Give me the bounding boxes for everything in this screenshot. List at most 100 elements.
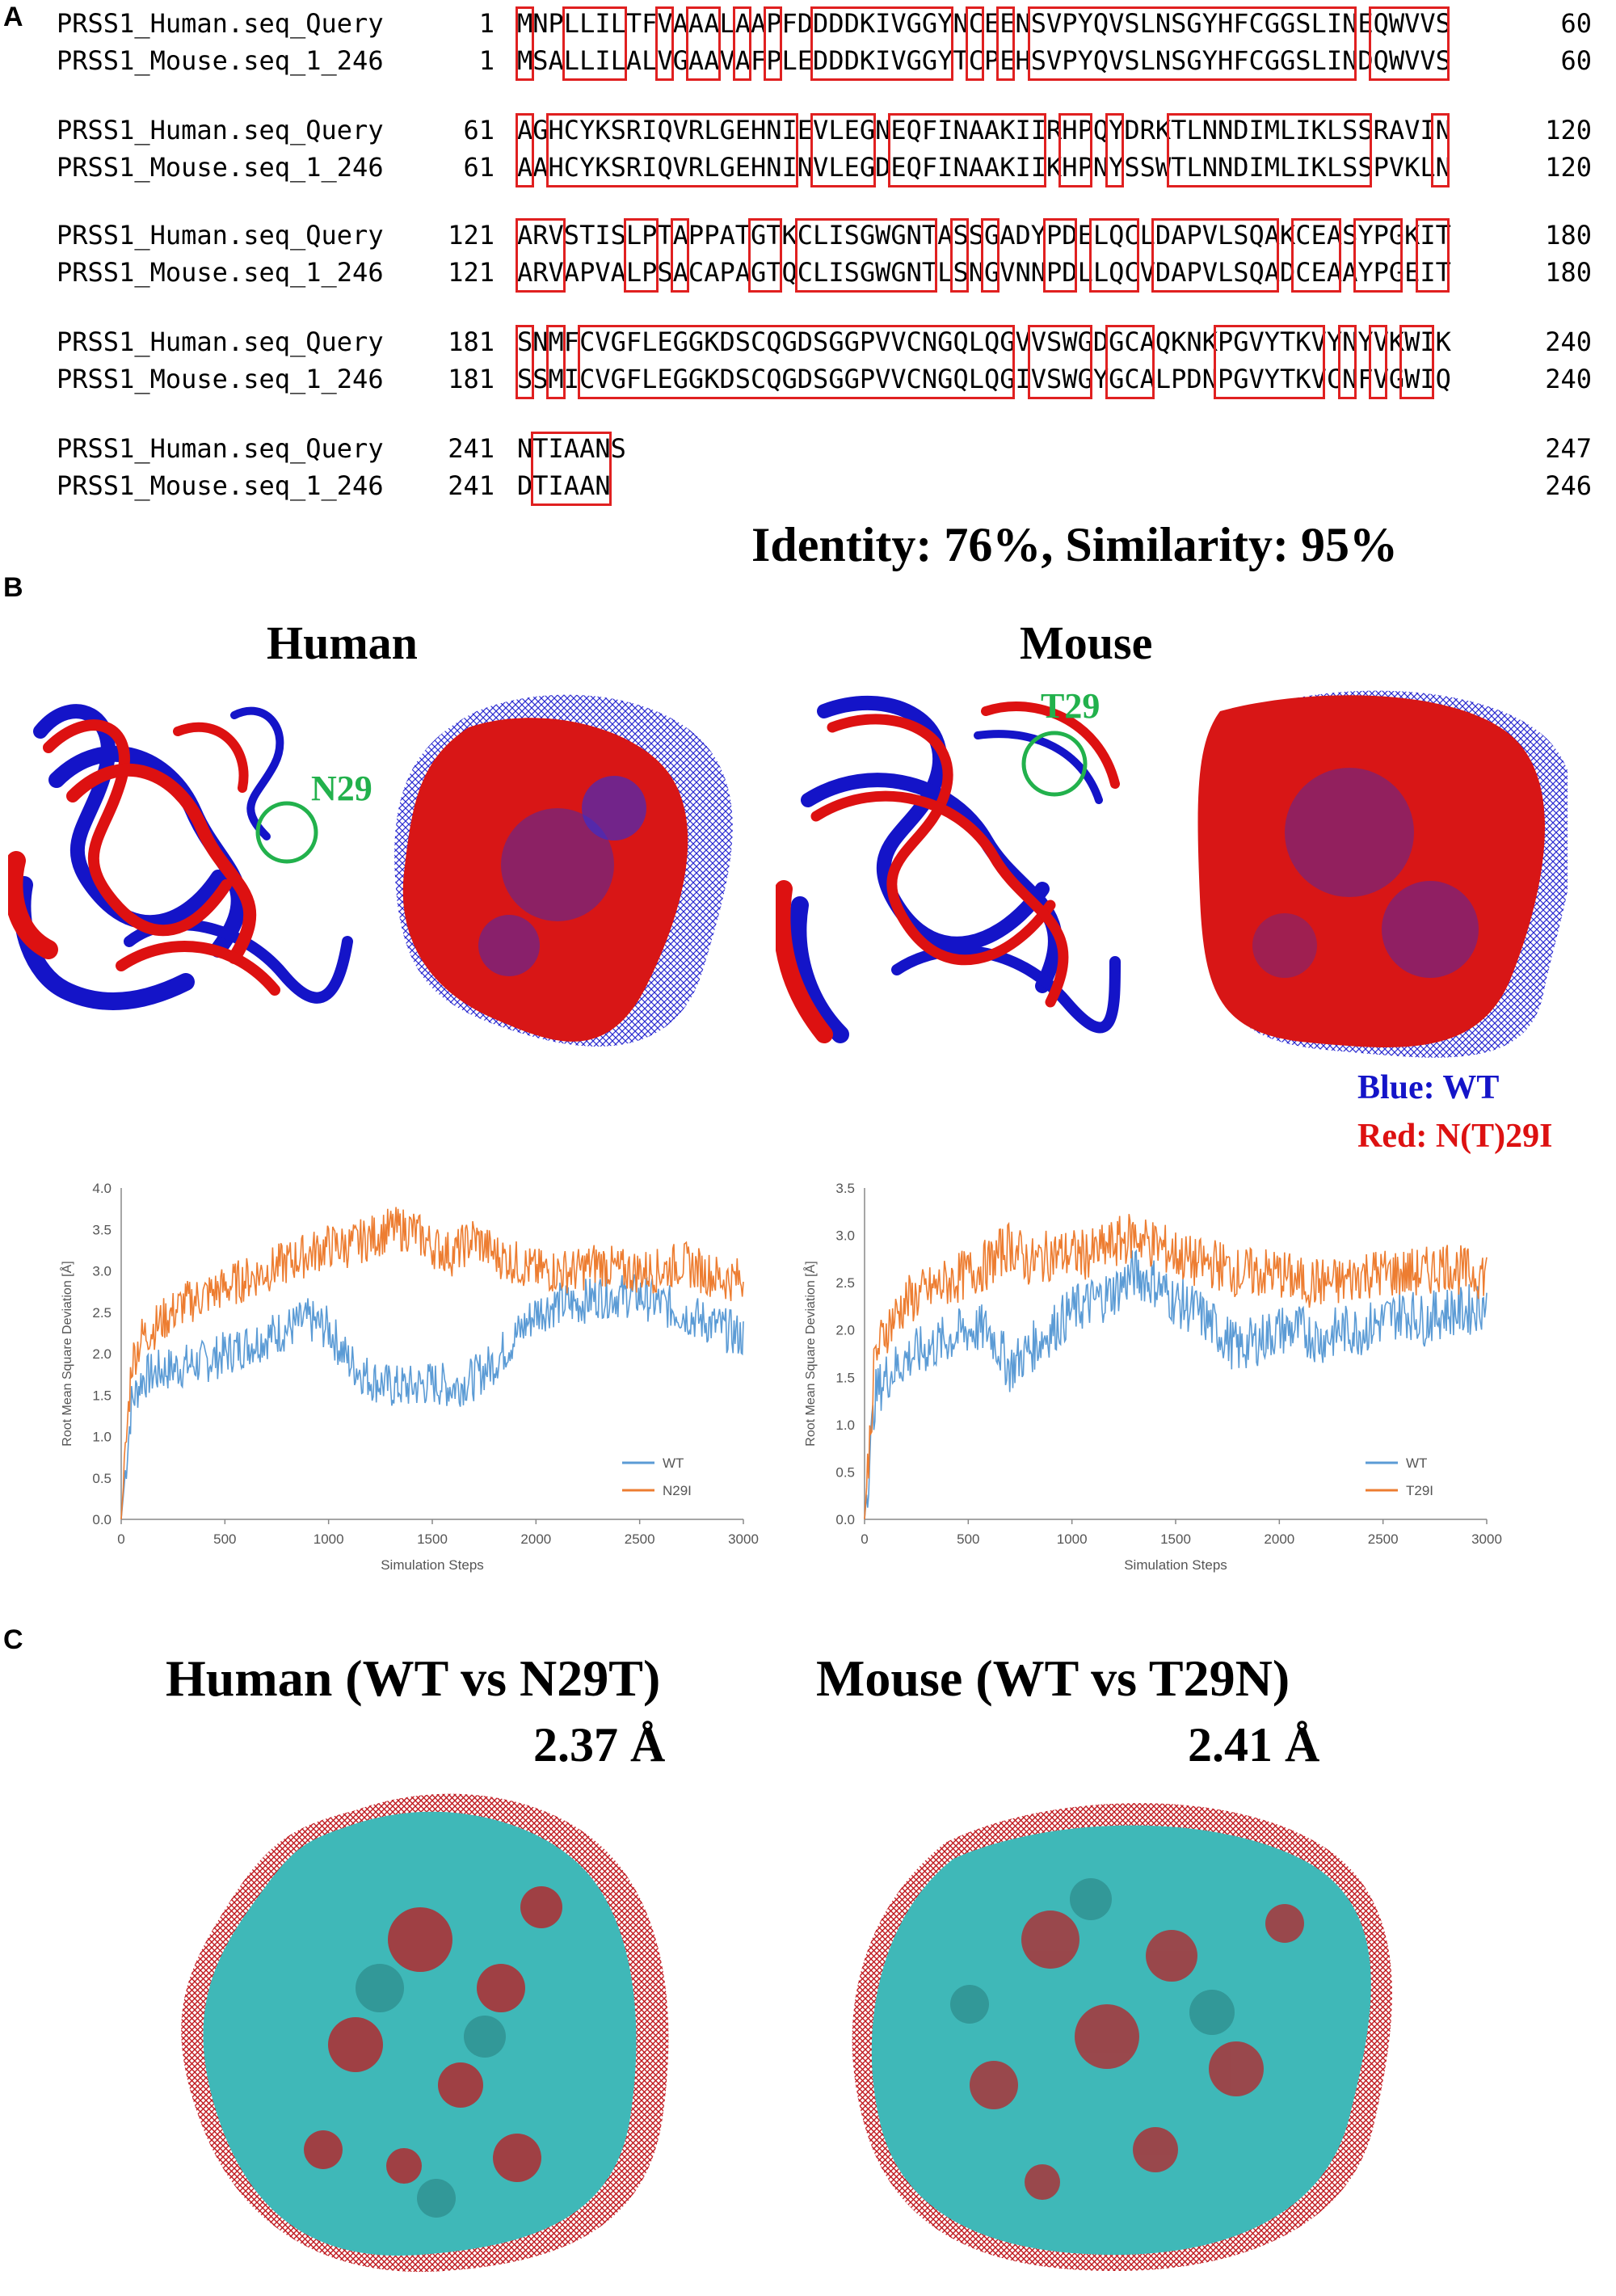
- identity-box: [531, 432, 612, 506]
- sequence-start: 61: [463, 115, 494, 145]
- y-tick-label: 0.0: [835, 1512, 855, 1527]
- identity-box: [516, 218, 566, 293]
- identity-box: [686, 6, 721, 81]
- y-tick-label: 0.5: [92, 1471, 112, 1486]
- identity-box: [949, 218, 969, 293]
- y-tick-label: 2.0: [92, 1346, 112, 1362]
- identity-box: [732, 6, 751, 81]
- human-comparison-title: Human (WT vs N29T): [166, 1649, 661, 1707]
- sequence-alignment: PRSS1_Human.seq_Query 1 MNPLLILTFVAAALAAPF…: [0, 0, 1616, 506]
- y-tick-label: 1.5: [92, 1388, 112, 1403]
- y-tick-label: 3.5: [92, 1222, 112, 1237]
- sequence-start: 61: [463, 152, 494, 183]
- x-tick-label: 1500: [1160, 1531, 1191, 1547]
- identity-box: [624, 218, 659, 293]
- identity-box: [671, 218, 690, 293]
- sequence-end: 120: [1545, 152, 1592, 183]
- sequence-end: 60: [1560, 45, 1592, 76]
- x-tick-label: 2500: [1368, 1531, 1399, 1547]
- sequence-residues: AGHCYKSRIQVRLGEHNIEVLEGNEQFINAAKIIRHPQYD…: [517, 115, 1451, 145]
- identity-box: [654, 6, 674, 81]
- y-axis-label: Root Mean Square Deviation [Å]: [59, 1261, 74, 1446]
- identity-box: [996, 6, 1016, 81]
- identity-box: [1027, 325, 1093, 399]
- y-tick-label: 1.0: [835, 1418, 855, 1433]
- sequence-end: 180: [1545, 220, 1592, 251]
- series-line-n29i: [120, 1207, 744, 1520]
- x-tick-label: 2500: [625, 1531, 655, 1547]
- identity-box: [516, 325, 535, 399]
- sequence-end: 240: [1545, 326, 1592, 357]
- identity-box: [546, 113, 798, 187]
- sequence-start: 1: [478, 45, 494, 76]
- y-tick-label: 3.0: [835, 1228, 855, 1244]
- sequence-residues: SSMICVGFLEGGKDSCQGDSGGPVVCNGQLQGIVSWGYGC…: [517, 364, 1451, 394]
- identity-box: [810, 6, 953, 81]
- sequence-name: PRSS1_Human.seq_Query: [57, 220, 384, 251]
- y-tick-label: 1.5: [835, 1370, 855, 1385]
- x-tick-label: 3000: [728, 1531, 759, 1547]
- mouse-rmsd-chart: 0.0 0.5 1.0 1.5 2.0 2.5 3.0 3.5 0 500 1000 1500 2000…: [802, 1181, 1502, 1573]
- identity-box: [1151, 218, 1279, 293]
- human-residue-label: N29: [311, 769, 372, 808]
- x-tick-label: 500: [213, 1531, 236, 1547]
- human-ribbon-structure: [8, 704, 353, 1010]
- human-rmsd-value: 2.37 Å: [533, 1718, 666, 1772]
- x-axis-label: Simulation Steps: [381, 1557, 484, 1573]
- sequence-name: PRSS1_Human.seq_Query: [57, 115, 384, 145]
- identity-box: [516, 113, 535, 187]
- panel-label-a: A: [3, 2, 23, 32]
- identity-box: [1369, 325, 1388, 399]
- mouse-surface-structure: [1197, 690, 1568, 1058]
- sequence-start: 181: [448, 364, 494, 394]
- mouse-overlay-surface: [852, 1803, 1392, 2271]
- human-overlay-surface: [181, 1793, 669, 2273]
- identity-box: [546, 325, 566, 399]
- sequence-start: 1: [478, 8, 494, 39]
- sequence-end: 240: [1545, 364, 1592, 394]
- identity-box: [981, 218, 1000, 293]
- y-tick-label: 3.0: [92, 1264, 112, 1279]
- identity-box: [1430, 113, 1450, 187]
- sequence-start: 121: [448, 257, 494, 288]
- identity-box: [1415, 218, 1450, 293]
- y-tick-label: 0.0: [92, 1512, 112, 1527]
- legend-label-wt: WT: [663, 1456, 684, 1471]
- x-tick-label: 1500: [417, 1531, 448, 1547]
- sequence-name: PRSS1_Mouse.seq_1_246: [57, 364, 384, 394]
- sequence-end: 180: [1545, 257, 1592, 288]
- sequence-end: 60: [1560, 8, 1592, 39]
- identity-box: [794, 218, 938, 293]
- panel-label-b: B: [3, 572, 23, 603]
- human-rmsd-chart: 0.0 0.5 1.0 1.5 2.0 2.5 3.0 3.5 4.0 0 500 1000 1500 2…: [59, 1181, 759, 1573]
- y-tick-label: 1.0: [92, 1430, 112, 1445]
- y-tick-label: 4.0: [92, 1181, 112, 1196]
- sequence-end: 247: [1545, 433, 1592, 464]
- y-tick-label: 2.5: [835, 1275, 855, 1291]
- sequence-name: PRSS1_Mouse.seq_1_246: [57, 470, 384, 501]
- identity-box: [965, 6, 984, 81]
- human-surface-structure: [394, 694, 733, 1047]
- y-tick-label: 2.5: [92, 1305, 112, 1321]
- identity-box: [1058, 113, 1093, 187]
- mouse-residue-circle: [1021, 731, 1088, 797]
- sequence-name: PRSS1_Mouse.seq_1_246: [57, 257, 384, 288]
- identity-box: [1353, 218, 1403, 293]
- x-tick-label: 1000: [1057, 1531, 1088, 1547]
- x-tick-label: 500: [957, 1531, 979, 1547]
- sequence-start: 121: [448, 220, 494, 251]
- x-tick-label: 2000: [520, 1531, 551, 1547]
- identity-box: [1214, 325, 1326, 399]
- sequence-name: PRSS1_Mouse.seq_1_246: [57, 152, 384, 183]
- mouse-residue-label: T29: [1041, 686, 1100, 726]
- sequence-start: 181: [448, 326, 494, 357]
- alignment-summary: Identity: 76%, Similarity: 95%: [751, 518, 1398, 571]
- identity-box: [562, 6, 628, 81]
- sequence-name: PRSS1_Human.seq_Query: [57, 433, 384, 464]
- identity-box: [887, 113, 1046, 187]
- identity-box: [1369, 6, 1450, 81]
- y-tick-label: 2.0: [835, 1323, 855, 1338]
- legend-label-wt: WT: [1406, 1456, 1427, 1471]
- human-title: Human: [267, 617, 418, 669]
- sequence-name: PRSS1_Human.seq_Query: [57, 326, 384, 357]
